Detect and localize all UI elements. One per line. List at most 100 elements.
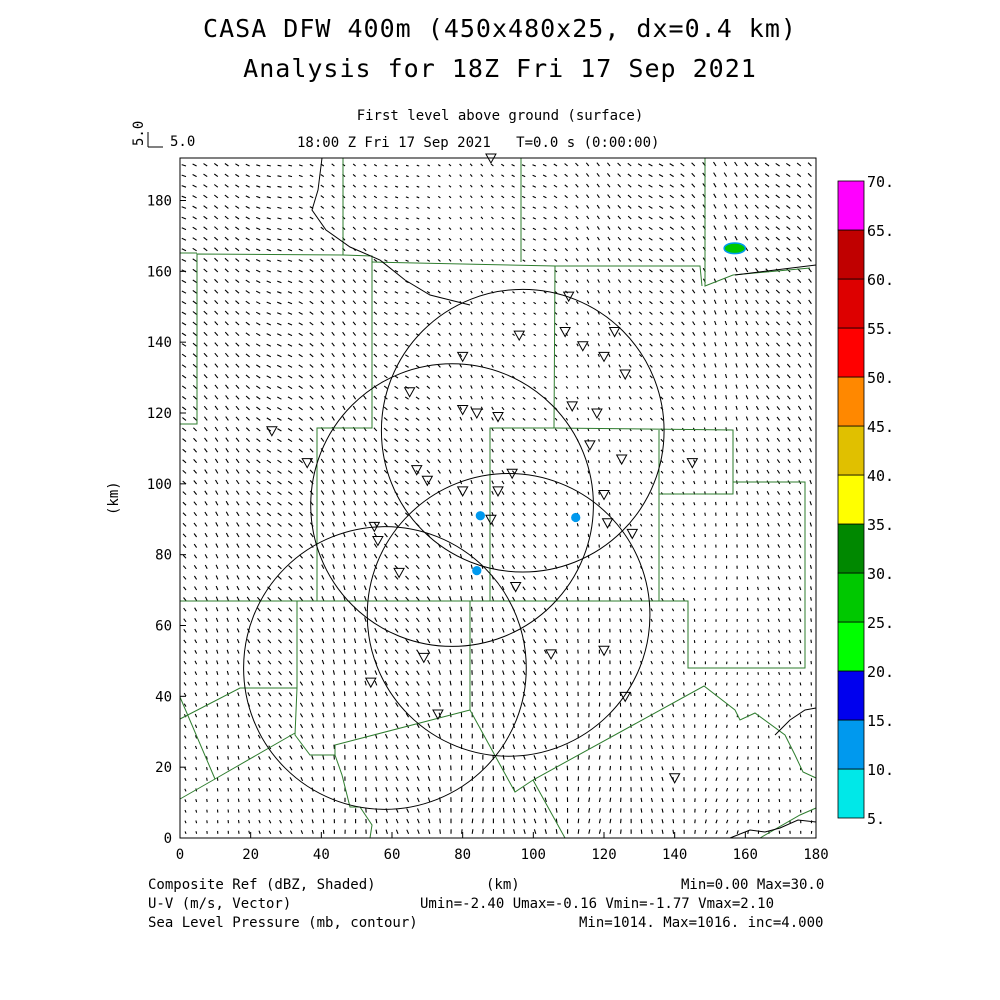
reference-vector: 5.0 5.0	[131, 121, 195, 150]
composite-ref-stats: Min=0.00 Max=30.0	[681, 877, 825, 893]
colorbar-label: 55.	[867, 320, 894, 338]
radar-range-rings	[243, 288, 665, 810]
wind-vector-stats: Umin=-2.40 Umax=-0.16 Vmin=-1.77 Vmax=2.…	[420, 896, 775, 912]
colorbar-swatch	[837, 180, 865, 231]
station-marker	[615, 454, 628, 466]
colorbar-label: 35.	[867, 516, 894, 534]
station-marker	[492, 412, 504, 423]
valid-time: 18:00 Z Fri 17 Sep 2021	[297, 135, 491, 151]
y-axis-label: (km)	[106, 481, 122, 515]
colorbar-label: 50.	[867, 369, 894, 387]
station-marker	[598, 645, 610, 657]
station-marker	[372, 536, 384, 547]
colorbar-swatch	[837, 229, 865, 280]
colorbar-swatch	[837, 621, 865, 672]
colorbar-swatch	[837, 425, 865, 476]
station-marker	[410, 465, 423, 476]
x-tick-label: 160	[733, 847, 758, 863]
x-tick-label: 40	[313, 847, 330, 863]
pressure-stats: Min=1014. Max=1016. inc=4.000	[579, 915, 824, 931]
y-tick-label: 60	[155, 619, 172, 635]
radar-ring	[366, 473, 651, 757]
station-marker	[456, 486, 469, 497]
station-marker	[601, 518, 614, 529]
colorbar-label: 65.	[867, 222, 894, 240]
station-marker	[562, 291, 575, 303]
colorbar-label: 20.	[867, 663, 894, 681]
valid-time-label: 18:00 Z Fri 17 Sep 2021 T=0.0 s (0:00:00…	[297, 135, 659, 151]
ref-vector-label: 5.0	[170, 134, 195, 150]
station-marker	[626, 528, 639, 540]
pressure-label: Sea Level Pressure (mb, contour)	[148, 915, 418, 931]
station-marker	[545, 649, 557, 660]
colorbar-label: 10.	[867, 761, 894, 779]
colorbar-label: 5.	[867, 810, 885, 828]
x-tick-label: 0	[176, 847, 184, 863]
colorbar-swatch	[837, 572, 865, 623]
county-boundaries	[179, 158, 817, 839]
colorbar-label: 45.	[867, 418, 894, 436]
y-tick-label: 100	[147, 477, 172, 493]
station-marker	[364, 677, 377, 689]
station-marker	[686, 458, 699, 469]
y-tick-label: 20	[155, 760, 172, 776]
echo-cell	[475, 511, 485, 521]
wind-vector-label: U-V (m/s, Vector)	[148, 896, 292, 912]
state-boundaries	[311, 157, 817, 839]
station-marker	[456, 404, 469, 416]
station-marker	[619, 691, 632, 703]
station-marker	[485, 514, 497, 526]
colorbar-label: 70.	[867, 173, 894, 191]
station-marker	[403, 387, 416, 398]
station-marker	[608, 327, 621, 338]
x-tick-label: 180	[803, 847, 828, 863]
y-tick-label: 80	[155, 548, 172, 564]
station-marker	[598, 351, 610, 363]
y-tick-label: 160	[147, 264, 172, 280]
x-tick-label: 100	[521, 847, 546, 863]
radar-ring	[243, 526, 527, 810]
x-axis-label: (km)	[486, 877, 520, 893]
x-tick-label: 20	[242, 847, 259, 863]
x-axis-ticks: 0 20 40 60 80 100 120 140 160 180	[176, 832, 829, 863]
station-marker	[393, 567, 405, 579]
colorbar-swatch	[837, 327, 865, 378]
colorbar-swatch	[837, 278, 865, 329]
station-marker	[301, 458, 314, 469]
station-marker	[513, 330, 526, 342]
station-marker	[506, 468, 518, 480]
x-tick-label: 140	[662, 847, 687, 863]
station-marker	[456, 351, 469, 363]
station-marker	[559, 327, 571, 338]
wind-vector-field	[181, 161, 813, 835]
y-tick-label: 0	[164, 831, 172, 847]
reflectivity-colorbar: 5. 10. 15. 20. 25. 30. 35. 40. 45. 50. 55. 60. 65. 70…	[837, 173, 894, 828]
colorbar-label: 25.	[867, 614, 894, 632]
station-marker	[421, 475, 434, 487]
composite-ref-label: Composite Ref (dBZ, Shaded)	[148, 877, 376, 893]
station-marker	[566, 401, 579, 412]
station-marker	[509, 582, 522, 593]
level-label: First level above ground (surface)	[356, 108, 644, 124]
y-axis-ticks: 0 20 40 60 80 100 120 140 160 180	[147, 194, 186, 847]
echo-cell	[723, 242, 747, 255]
x-tick-label: 120	[591, 847, 616, 863]
wind-vectors	[181, 161, 813, 835]
analysis-time-title: Analysis for 18Z Fri 17 Sep 2021	[243, 54, 757, 83]
station-marker	[470, 408, 483, 420]
x-tick-label: 60	[384, 847, 401, 863]
station-marker	[598, 489, 610, 501]
colorbar-swatch	[837, 474, 865, 525]
reflectivity-echoes	[472, 242, 747, 576]
colorbar-label: 15.	[867, 712, 894, 730]
station-marker	[591, 408, 603, 420]
station-marker	[368, 521, 381, 533]
station-marker	[266, 426, 278, 437]
station-marker	[492, 486, 504, 497]
station-marker	[584, 440, 596, 451]
y-tick-label: 140	[147, 335, 172, 351]
station-marker	[668, 773, 681, 784]
y-tick-label: 180	[147, 194, 172, 210]
colorbar-swatch	[837, 768, 865, 819]
